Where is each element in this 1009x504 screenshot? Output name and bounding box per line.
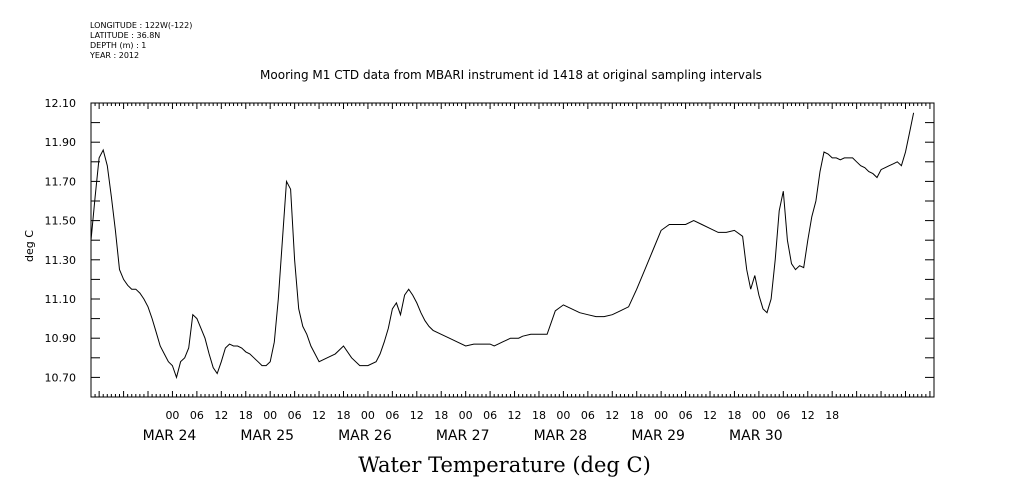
y-tick-label: 10.90	[45, 332, 77, 345]
x-hour-label: 06	[385, 409, 399, 422]
y-tick-label: 11.50	[45, 215, 77, 228]
x-hour-label: 06	[679, 409, 693, 422]
x-hour-label: 12	[703, 409, 717, 422]
x-hour-label: 12	[801, 409, 815, 422]
depth-label: DEPTH (m) : 1	[90, 41, 147, 50]
x-hour-label: 12	[605, 409, 619, 422]
x-hour-label: 00	[165, 409, 179, 422]
y-tick-label: 10.70	[45, 371, 77, 384]
x-hour-label: 18	[239, 409, 253, 422]
x-hour-label: 00	[263, 409, 277, 422]
x-hour-label: 18	[630, 409, 644, 422]
x-hour-label: 12	[508, 409, 522, 422]
x-hour-label: 12	[410, 409, 424, 422]
chart-title-container: Mooring M1 CTD data from MBARI instrumen…	[0, 68, 1009, 82]
x-day-label: MAR 26	[338, 428, 392, 444]
y-tick-label: 11.90	[45, 136, 77, 149]
x-hour-label: 06	[776, 409, 790, 422]
x-day-label: MAR 25	[240, 428, 294, 444]
x-day-label: MAR 30	[729, 428, 783, 444]
chart-title: Mooring M1 CTD data from MBARI instrumen…	[260, 68, 762, 82]
x-hour-label: 00	[556, 409, 570, 422]
latitude-label: LATITUDE : 36.8N	[90, 31, 161, 40]
temperature-series-line	[90, 112, 915, 380]
x-hour-label: 00	[459, 409, 473, 422]
x-hour-label: 18	[532, 409, 546, 422]
x-hour-label: 00	[654, 409, 668, 422]
x-hour-label: 06	[190, 409, 204, 422]
plot-frame	[90, 102, 935, 398]
x-hour-label: 18	[727, 409, 741, 422]
y-tick-label: 12.10	[45, 97, 77, 110]
x-hour-label: 06	[483, 409, 497, 422]
x-hour-label: 12	[214, 409, 228, 422]
x-axis-title: Water Temperature (deg C)	[358, 453, 651, 477]
metadata-block: LONGITUDE : 122W(-122) LATITUDE : 36.8N …	[90, 21, 192, 61]
y-axis-label: deg C	[23, 230, 36, 262]
x-day-label: MAR 24	[143, 428, 197, 444]
x-hour-label: 06	[288, 409, 302, 422]
x-hour-label: 12	[312, 409, 326, 422]
x-hour-label: 06	[581, 409, 595, 422]
y-tick-label: 11.10	[45, 293, 77, 306]
y-tick-label: 11.30	[45, 254, 77, 267]
x-hour-label: 18	[336, 409, 350, 422]
year-label: YEAR : 2012	[90, 51, 140, 60]
x-hour-label: 18	[434, 409, 448, 422]
x-hour-label: 00	[752, 409, 766, 422]
x-day-label: MAR 27	[436, 428, 490, 444]
y-tick-label: 11.70	[45, 175, 77, 188]
x-hour-label: 18	[825, 409, 839, 422]
longitude-label: LONGITUDE : 122W(-122)	[90, 21, 193, 30]
x-day-label: MAR 28	[534, 428, 588, 444]
x-hour-label: 00	[361, 409, 375, 422]
x-day-label: MAR 29	[631, 428, 685, 444]
